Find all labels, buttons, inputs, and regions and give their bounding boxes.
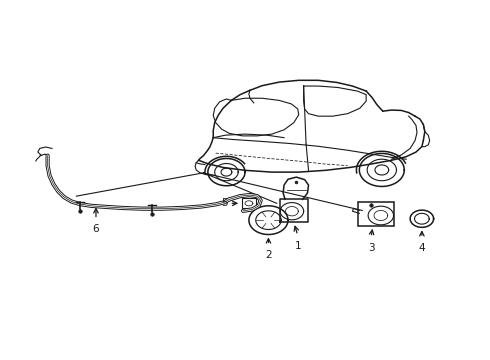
Text: 4: 4 xyxy=(418,243,425,253)
Text: 2: 2 xyxy=(265,250,272,260)
Text: 3: 3 xyxy=(368,243,374,253)
Text: 1: 1 xyxy=(294,241,301,251)
Text: 5: 5 xyxy=(221,198,228,208)
Bar xyxy=(242,198,256,208)
Bar xyxy=(358,202,393,226)
Text: 6: 6 xyxy=(93,225,99,234)
